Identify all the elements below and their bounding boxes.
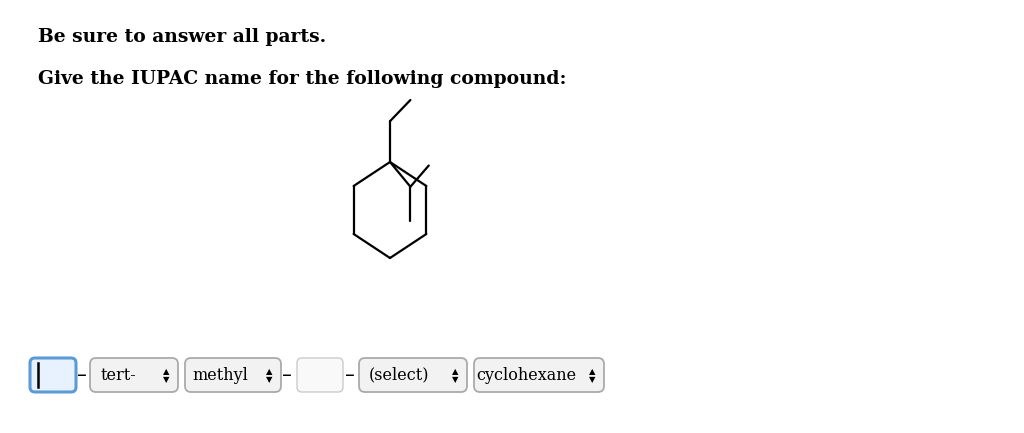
Text: cyclohexane: cyclohexane bbox=[476, 366, 577, 384]
FancyBboxPatch shape bbox=[297, 358, 343, 392]
Text: methyl: methyl bbox=[193, 366, 248, 384]
Text: ▼: ▼ bbox=[163, 375, 169, 385]
Text: ▲: ▲ bbox=[266, 368, 272, 377]
Text: tert-: tert- bbox=[100, 366, 136, 384]
Text: ▲: ▲ bbox=[589, 368, 595, 377]
Text: ▲: ▲ bbox=[452, 368, 459, 377]
Text: Give the IUPAC name for the following compound:: Give the IUPAC name for the following co… bbox=[38, 70, 566, 88]
FancyBboxPatch shape bbox=[359, 358, 467, 392]
Text: –: – bbox=[77, 365, 87, 385]
Text: ▼: ▼ bbox=[452, 375, 459, 385]
Text: –: – bbox=[282, 365, 292, 385]
Text: ▲: ▲ bbox=[163, 368, 169, 377]
Text: ▼: ▼ bbox=[589, 375, 595, 385]
FancyBboxPatch shape bbox=[30, 358, 76, 392]
Text: (select): (select) bbox=[369, 366, 429, 384]
Text: –: – bbox=[345, 365, 355, 385]
FancyBboxPatch shape bbox=[185, 358, 281, 392]
Text: Be sure to answer all parts.: Be sure to answer all parts. bbox=[38, 28, 326, 46]
FancyBboxPatch shape bbox=[90, 358, 178, 392]
FancyBboxPatch shape bbox=[474, 358, 604, 392]
Text: ▼: ▼ bbox=[266, 375, 272, 385]
